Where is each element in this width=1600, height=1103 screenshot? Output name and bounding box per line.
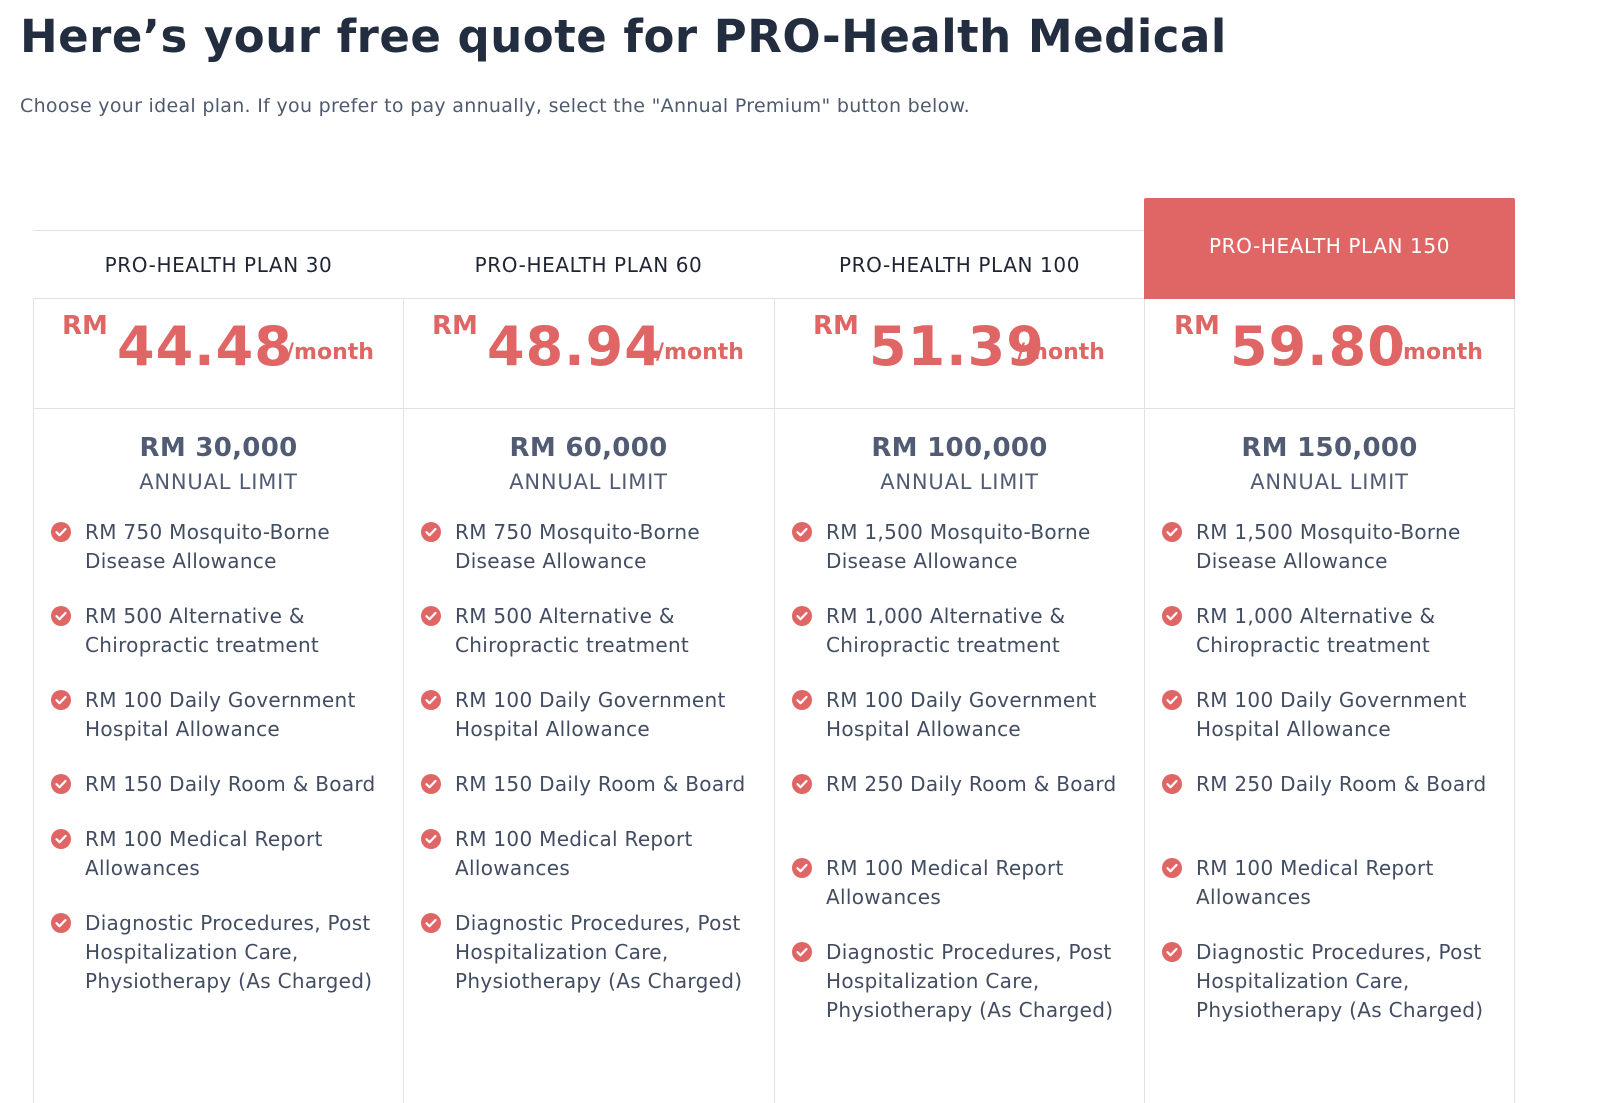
- check-circle-icon: [792, 858, 812, 878]
- feature-item: RM 1,000 Alternative & Chiropractic trea…: [792, 602, 1135, 686]
- feature-item: RM 100 Daily Government Hospital Allowan…: [792, 686, 1135, 770]
- feature-item: RM 100 Medical Report Allowances: [1162, 854, 1505, 938]
- plan-header: PRO-HEALTH PLAN 30: [33, 230, 404, 299]
- check-circle-icon: [792, 690, 812, 710]
- check-circle-icon: [792, 606, 812, 626]
- annual-limit: RM 30,000 ANNUAL LIMIT: [33, 433, 404, 494]
- check-circle-icon: [1162, 858, 1182, 878]
- feature-item: RM 250 Daily Room & Board: [792, 770, 1135, 854]
- check-circle-icon: [792, 522, 812, 542]
- check-circle-icon: [51, 522, 71, 542]
- plan-price: RM 48.94 /month: [403, 299, 774, 409]
- check-circle-icon: [51, 690, 71, 710]
- feature-item: RM 150 Daily Room & Board: [51, 770, 394, 825]
- price-currency: RM: [1174, 311, 1220, 341]
- feature-item: RM 250 Daily Room & Board: [1162, 770, 1505, 854]
- price-amount: 59.80: [1230, 315, 1406, 378]
- check-circle-icon: [51, 913, 71, 933]
- feature-list: RM 750 Mosquito-Borne Disease Allowance …: [421, 518, 764, 996]
- annual-limit-label: ANNUAL LIMIT: [1250, 470, 1409, 494]
- plan-card-100[interactable]: PRO-HEALTH PLAN 100 RM 51.39 /month RM 1…: [774, 198, 1145, 1103]
- check-circle-icon: [792, 942, 812, 962]
- page-title: Here’s your free quote for PRO-Health Me…: [20, 10, 1227, 63]
- check-circle-icon: [1162, 774, 1182, 794]
- check-circle-icon: [1162, 606, 1182, 626]
- check-circle-icon: [51, 829, 71, 849]
- price-amount: 44.48: [117, 315, 293, 378]
- price-period: /month: [1395, 340, 1483, 365]
- annual-limit: RM 100,000 ANNUAL LIMIT: [774, 433, 1145, 494]
- feature-item: RM 100 Daily Government Hospital Allowan…: [421, 686, 764, 770]
- annual-limit-label: ANNUAL LIMIT: [880, 470, 1039, 494]
- page-subtitle: Choose your ideal plan. If you prefer to…: [20, 95, 970, 117]
- check-circle-icon: [421, 690, 441, 710]
- annual-limit-label: ANNUAL LIMIT: [139, 470, 298, 494]
- check-circle-icon: [51, 606, 71, 626]
- plan-header: PRO-HEALTH PLAN 100: [774, 230, 1145, 299]
- check-circle-icon: [1162, 942, 1182, 962]
- feature-item: Diagnostic Procedures, Post Hospitalizat…: [51, 909, 394, 996]
- feature-item: RM 100 Daily Government Hospital Allowan…: [51, 686, 394, 770]
- price-period: /month: [286, 340, 374, 365]
- annual-limit-label: ANNUAL LIMIT: [509, 470, 668, 494]
- annual-limit-value: RM 150,000: [1241, 433, 1418, 463]
- annual-limit-value: RM 100,000: [871, 433, 1048, 463]
- feature-item: RM 150 Daily Room & Board: [421, 770, 764, 825]
- price-period: /month: [1017, 340, 1105, 365]
- annual-limit: RM 60,000 ANNUAL LIMIT: [403, 433, 774, 494]
- feature-item: RM 500 Alternative & Chiropractic treatm…: [421, 602, 764, 686]
- feature-item: RM 1,500 Mosquito-Borne Disease Allowanc…: [792, 518, 1135, 602]
- feature-item: RM 750 Mosquito-Borne Disease Allowance: [51, 518, 394, 602]
- feature-item: RM 500 Alternative & Chiropractic treatm…: [51, 602, 394, 686]
- feature-item: RM 100 Medical Report Allowances: [792, 854, 1135, 938]
- plan-card-60[interactable]: PRO-HEALTH PLAN 60 RM 48.94 /month RM 60…: [403, 198, 774, 1103]
- plan-header: PRO-HEALTH PLAN 150: [1144, 198, 1515, 299]
- annual-limit-value: RM 30,000: [139, 433, 298, 463]
- check-circle-icon: [1162, 522, 1182, 542]
- check-circle-icon: [421, 774, 441, 794]
- price-currency: RM: [813, 311, 859, 341]
- feature-item: Diagnostic Procedures, Post Hospitalizat…: [421, 909, 764, 996]
- plan-card-150[interactable]: PRO-HEALTH PLAN 150 RM 59.80 /month RM 1…: [1144, 198, 1515, 1103]
- annual-limit-value: RM 60,000: [509, 433, 668, 463]
- feature-item: RM 1,500 Mosquito-Borne Disease Allowanc…: [1162, 518, 1505, 602]
- price-amount: 51.39: [869, 315, 1045, 378]
- feature-list: RM 750 Mosquito-Borne Disease Allowance …: [51, 518, 394, 996]
- plan-header: PRO-HEALTH PLAN 60: [403, 230, 774, 299]
- check-circle-icon: [1162, 690, 1182, 710]
- feature-list: RM 1,500 Mosquito-Borne Disease Allowanc…: [792, 518, 1135, 1025]
- check-circle-icon: [421, 522, 441, 542]
- check-circle-icon: [792, 774, 812, 794]
- feature-item: RM 100 Medical Report Allowances: [421, 825, 764, 909]
- check-circle-icon: [421, 606, 441, 626]
- plan-price: RM 44.48 /month: [33, 299, 404, 409]
- price-period: /month: [656, 340, 744, 365]
- plan-card-30[interactable]: PRO-HEALTH PLAN 30 RM 44.48 /month RM 30…: [33, 198, 404, 1103]
- feature-item: RM 100 Medical Report Allowances: [51, 825, 394, 909]
- check-circle-icon: [51, 774, 71, 794]
- price-currency: RM: [432, 311, 478, 341]
- price-currency: RM: [62, 311, 108, 341]
- annual-limit: RM 150,000 ANNUAL LIMIT: [1144, 433, 1515, 494]
- plan-price: RM 59.80 /month: [1144, 299, 1515, 409]
- feature-item: Diagnostic Procedures, Post Hospitalizat…: [1162, 938, 1505, 1025]
- feature-item: RM 1,000 Alternative & Chiropractic trea…: [1162, 602, 1505, 686]
- check-circle-icon: [421, 829, 441, 849]
- feature-item: RM 750 Mosquito-Borne Disease Allowance: [421, 518, 764, 602]
- feature-item: RM 100 Daily Government Hospital Allowan…: [1162, 686, 1505, 770]
- plan-price: RM 51.39 /month: [774, 299, 1145, 409]
- feature-list: RM 1,500 Mosquito-Borne Disease Allowanc…: [1162, 518, 1505, 1025]
- check-circle-icon: [421, 913, 441, 933]
- feature-item: Diagnostic Procedures, Post Hospitalizat…: [792, 938, 1135, 1025]
- price-amount: 48.94: [487, 315, 663, 378]
- plan-comparison: PRO-HEALTH PLAN 30 RM 44.48 /month RM 30…: [33, 198, 1515, 1103]
